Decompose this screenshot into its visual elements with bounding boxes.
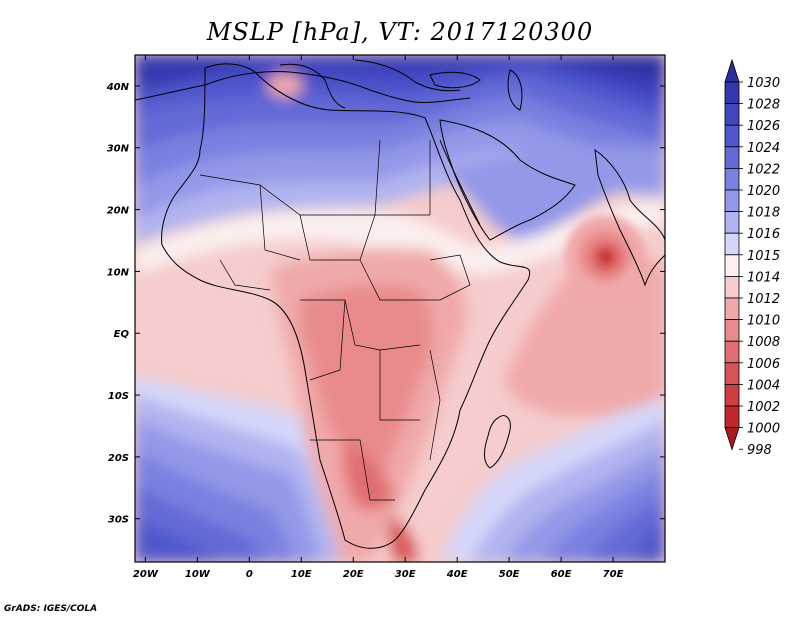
colorbar-label: 1018 [747,206,780,221]
colorbar-swatch [724,189,740,213]
colorbar-swatch [724,340,740,364]
lat-tick-label: 30S [108,515,129,526]
lat-tick-label: 10S [108,391,129,402]
lat-tick-label: 10N [107,267,130,278]
colorbar-label: 1000 [747,422,780,437]
colorbar-swatch [724,167,740,191]
colorbar-swatch [724,81,740,105]
colorbar-swatch [724,362,740,385]
lat-tick-label: 20N [107,206,130,217]
colorbar-arrow-top [724,58,740,83]
colorbar-label: 1026 [747,119,780,134]
pressure-field [135,55,665,562]
lon-tick-label: 20W [133,569,159,580]
lon-tick-label: 40E [446,569,468,580]
country-borders [199,139,471,501]
colorbar-label: 998 [747,443,772,458]
colorbar-label: 1002 [747,400,780,415]
latitude-axis: 40N 30N 20N 10N EQ 10S 20S 30S [106,82,665,526]
colorbar-swatch [724,103,740,126]
longitude-axis: 20W 10W 0 10E 20E 30E 40E 50E 60E 70E [133,55,624,580]
colorbar-swatch [724,232,740,256]
colorbar-label: 1006 [747,357,780,372]
lat-tick-label: 40N [106,82,130,93]
colorbar-label: 1014 [747,270,780,285]
colorbar-label: 1024 [747,141,780,156]
lon-tick-label: 50E [499,569,520,580]
lat-tick-label: 30N [107,144,130,155]
colorbar-label: 1015 [747,249,780,264]
colorbar-arrow-bottom [724,427,740,451]
colorbar-label: 1012 [747,292,780,307]
colorbar-swatch [724,297,740,321]
colorbar-label: 1020 [747,184,780,199]
lon-tick-label: 0 [246,569,253,580]
colorbar-label: 1022 [747,162,780,177]
colorbar-swatch [724,211,740,234]
grads-credit: GrADS: IGES/COLA [4,604,98,614]
colorbar-label: 1028 [747,98,780,113]
lat-tick-label: EQ [114,329,130,340]
colorbar-swatch [724,146,740,169]
colorbar-label: 1016 [747,227,780,242]
lat-tick-label: 20S [108,453,129,464]
colorbar-label: 1030 [747,76,780,91]
lon-tick-label: 20E [343,569,364,580]
lon-tick-label: 10W [185,569,211,580]
lon-tick-label: 10E [291,569,312,580]
colorbar-label: 1010 [747,314,780,329]
colorbar-swatch [724,275,740,299]
colorbar-swatch [724,124,740,148]
colorbar-swatch [724,405,740,429]
colorbar: 1030 1028 1026 1024 1022 1020 1018 1016 1015 1014… [724,58,780,458]
colorbar-swatch [724,254,740,277]
coastlines [135,59,665,549]
lon-tick-label: 60E [551,569,572,580]
colorbar-swatch [724,319,740,342]
lon-tick-label: 70E [603,569,624,580]
map-title: MSLP [hPa], VT: 2017120300 [206,18,594,46]
colorbar-label: 1008 [747,335,780,350]
plot-frame [134,54,666,563]
colorbar-swatch [724,383,740,407]
lon-tick-label: 30E [395,569,416,580]
colorbar-label: 1004 [747,378,780,393]
